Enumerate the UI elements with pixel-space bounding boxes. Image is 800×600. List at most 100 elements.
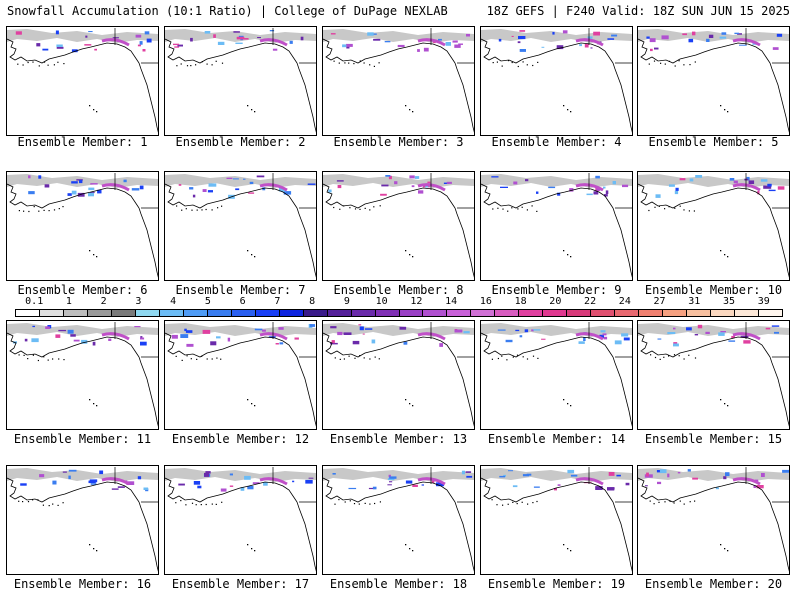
snowfall-patch [677, 471, 681, 474]
island-dot [354, 357, 356, 359]
snowfall-patch [607, 38, 615, 40]
island-dot [512, 356, 514, 358]
snowfall-patch [137, 476, 142, 480]
snowfall-patch [71, 181, 78, 184]
snowfall-patch [439, 343, 443, 347]
snowfall-patch [359, 326, 364, 331]
snowfall-patch [443, 182, 450, 184]
island-dot [659, 358, 661, 360]
west-coastline [612, 207, 632, 278]
ensemble-map-panel [322, 465, 475, 575]
snowfall-patch [740, 335, 749, 338]
snowfall-patch [330, 326, 337, 329]
snowfall-patch [346, 43, 353, 47]
colorbar-tick-label: 22 [584, 296, 597, 307]
snowfall-patch [511, 35, 514, 37]
island-dot [653, 60, 656, 62]
hawaii-dot [724, 403, 726, 405]
colorbar-segment [207, 310, 232, 316]
snowfall-patch [227, 337, 231, 342]
island-dot [374, 356, 376, 358]
island-dot [215, 60, 217, 62]
island-dot [527, 503, 529, 505]
land-shading [481, 174, 632, 188]
snowfall-patch [394, 181, 398, 185]
snowfall-patch [178, 483, 185, 486]
snowfall-patch [76, 179, 83, 181]
snowfall-patch [757, 191, 760, 195]
snowfall-patch [600, 330, 606, 333]
island-dot [23, 210, 25, 212]
colorbar-tick-label: 5 [204, 296, 211, 307]
snowfall-patch [247, 485, 254, 490]
hawaii-dot [96, 111, 98, 113]
snowfall-patch [743, 340, 751, 344]
snowfall-patch [189, 187, 194, 190]
hawaii-dot [563, 250, 565, 252]
snowfall-patch [146, 38, 152, 43]
hawaii-dot [724, 109, 726, 111]
snowfall-patch [174, 46, 180, 48]
snowfall-patch [262, 329, 266, 332]
snowfall-patch [718, 332, 725, 336]
snowfall-patch [79, 179, 83, 184]
island-dot [501, 355, 503, 357]
ensemble-map-panel [6, 26, 159, 136]
hawaii-dot [96, 550, 98, 552]
snowfall-patch [233, 31, 240, 33]
land-shading [323, 29, 474, 43]
colorbar-segment [447, 310, 472, 316]
hawaii-dot [247, 544, 249, 546]
colorbar-segment [735, 310, 760, 316]
snowfall-patch [44, 184, 50, 188]
island-dot [211, 503, 213, 505]
island-dot [17, 63, 19, 65]
snowfall-patch [278, 327, 284, 330]
snowfall-patch [772, 47, 779, 50]
snowfall-patch [541, 338, 546, 340]
hawaii-dot [93, 109, 95, 111]
snowfall-patch [776, 33, 783, 37]
snowfall-patch [330, 342, 338, 345]
island-dot [374, 502, 376, 505]
colorbar-segment [639, 310, 664, 316]
snowfall-patch [650, 48, 653, 52]
snowfall-patch [67, 193, 72, 196]
snowfall-patch [185, 330, 193, 333]
hawaii-dot [405, 544, 407, 546]
ensemble-member-label: Ensemble Member: 4 [491, 135, 622, 149]
island-dot [196, 358, 198, 360]
island-dot [349, 500, 351, 502]
hawaii-dot [724, 548, 726, 550]
ensemble-map-panel [637, 171, 790, 281]
map-canvas [638, 28, 789, 133]
island-dot [521, 206, 523, 208]
island-dot [201, 355, 203, 357]
snowfall-patch [417, 49, 420, 52]
island-dot [52, 358, 54, 360]
snowfall-patch [431, 480, 435, 483]
snowfall-patch [289, 40, 293, 44]
snowfall-patch [364, 328, 373, 330]
hawaii-dot [567, 403, 569, 405]
snowfall-patch [623, 337, 630, 341]
snowfall-patch [567, 469, 575, 474]
snowfall-patch [134, 326, 141, 328]
snowfall-patch [337, 185, 342, 189]
colorbar-segment [255, 310, 280, 316]
colorbar-tick-label: 6 [239, 296, 246, 307]
west-coastline [769, 207, 789, 278]
island-dot [654, 206, 656, 208]
island-dot [663, 356, 665, 358]
snowfall-patch [646, 36, 650, 39]
colorbar-tick-label: 7 [274, 296, 281, 307]
map-canvas [638, 322, 789, 427]
snowfall-patch [242, 38, 249, 40]
island-dot [532, 64, 534, 67]
colorbar-tick-label: 10 [375, 296, 388, 307]
land-shading [638, 323, 789, 337]
snowfall-patch [90, 183, 98, 185]
island-dot [373, 206, 375, 208]
colorbar-segment [615, 310, 640, 316]
island-dot [669, 500, 671, 502]
